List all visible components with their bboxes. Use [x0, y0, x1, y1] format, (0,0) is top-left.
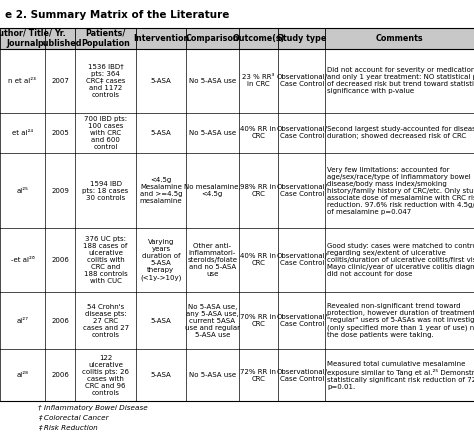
Text: 40% RR in
CRC: 40% RR in CRC: [240, 253, 276, 266]
Text: 54 Crohn's
disease pts:
27 CRC
cases and 27
controls: 54 Crohn's disease pts: 27 CRC cases and…: [82, 303, 128, 338]
Text: Study type: Study type: [277, 34, 327, 43]
Text: 700 IBD pts:
100 cases
with CRC
and 600
control: 700 IBD pts: 100 cases with CRC and 600 …: [84, 116, 127, 150]
Text: ‡ Risk Reduction: ‡ Risk Reduction: [38, 424, 98, 430]
Text: Outcome(s): Outcome(s): [232, 34, 284, 43]
Text: 1594 IBD
pts: 18 cases
30 controls: 1594 IBD pts: 18 cases 30 controls: [82, 181, 129, 201]
Text: No 5-ASA use: No 5-ASA use: [189, 372, 236, 378]
Text: 2009: 2009: [51, 187, 69, 194]
Text: 5-ASA: 5-ASA: [151, 372, 171, 378]
Text: No mesalamine,
<4.5g: No mesalamine, <4.5g: [184, 184, 241, 197]
Text: No 5-ASA use: No 5-ASA use: [189, 78, 236, 84]
Text: Second largest study-accounted for disease
duration; showed decreased risk of CR: Second largest study-accounted for disea…: [328, 126, 474, 139]
Text: No 5-ASA use: No 5-ASA use: [189, 130, 236, 136]
Text: 1536 IBD†
pts: 364
CRC‡ cases
and 1172
controls: 1536 IBD† pts: 364 CRC‡ cases and 1172 c…: [86, 64, 125, 98]
Text: Author/ Title/
Journal: Author/ Title/ Journal: [0, 29, 52, 48]
Text: Did not account for severity or medication do-
and only 1 year treatment: NO sta: Did not account for severity or medicati…: [328, 67, 474, 94]
Text: Revealed non-significant trend toward
protection, however duration of treatment : Revealed non-significant trend toward pr…: [328, 303, 474, 338]
Text: 2006: 2006: [51, 318, 69, 324]
Bar: [0, 49, 474, 112]
Text: Very few limitations: accounted for
age/sex/race/type of inflammatory bowel
dise: Very few limitations: accounted for age/…: [328, 167, 474, 214]
Text: Patients/
Population: Patients/ Population: [81, 29, 130, 48]
Text: Observational/
Case Control: Observational/ Case Control: [276, 74, 327, 87]
Text: 72% RR in
CRC: 72% RR in CRC: [240, 369, 276, 382]
Text: e 2. Summary Matrix of the Literature: e 2. Summary Matrix of the Literature: [5, 10, 229, 20]
Text: 98% RR in
CRC: 98% RR in CRC: [240, 184, 276, 197]
Bar: [0, 112, 474, 153]
Text: 40% RR in
CRC: 40% RR in CRC: [240, 126, 276, 139]
Text: <4.5g
Mesalamine
and >=4.5g
mesalamine: <4.5g Mesalamine and >=4.5g mesalamine: [139, 177, 182, 204]
Text: Good study: cases were matched to controls r-
regarding sex/extent of ulcerative: Good study: cases were matched to contro…: [328, 243, 474, 277]
Text: 2006: 2006: [51, 257, 69, 263]
Text: No 5-ASA use,
any 5-ASA use,
current 5ASA
use and regular
5-ASA use: No 5-ASA use, any 5-ASA use, current 5AS…: [185, 303, 240, 338]
Text: Observational/
Case Control: Observational/ Case Control: [276, 184, 327, 197]
Text: al²⁷: al²⁷: [17, 318, 28, 324]
Text: 70% RR in
CRC: 70% RR in CRC: [240, 314, 276, 327]
Bar: [0, 292, 474, 349]
Text: Intervention: Intervention: [133, 34, 189, 43]
Text: al²⁵: al²⁵: [17, 187, 28, 194]
Text: 376 UC pts:
188 cases of
ulcerative
colitis with
CRC and
188 controls
with CUC: 376 UC pts: 188 cases of ulcerative coli…: [83, 236, 128, 284]
Text: 5-ASA: 5-ASA: [151, 78, 171, 84]
Text: ‡ Colorectal Cancer: ‡ Colorectal Cancer: [38, 414, 109, 421]
Text: Yr.
published: Yr. published: [38, 29, 82, 48]
Bar: [0, 228, 474, 292]
Text: 2006: 2006: [51, 372, 69, 378]
Text: Varying
years
duration of
5-ASA
therapy
(<1y->10y): Varying years duration of 5-ASA therapy …: [140, 239, 182, 281]
Text: 2007: 2007: [51, 78, 69, 84]
Text: 122
ulcerative
colitis pts: 26
cases with
CRC and 96
controls: 122 ulcerative colitis pts: 26 cases wit…: [82, 355, 129, 396]
Bar: [0, 349, 474, 401]
Text: Comments: Comments: [376, 34, 424, 43]
Text: -et al²⁶: -et al²⁶: [10, 257, 34, 263]
Text: Observational/
Case Control: Observational/ Case Control: [276, 253, 327, 266]
Text: 5-ASA: 5-ASA: [151, 318, 171, 324]
Text: 2005: 2005: [51, 130, 69, 136]
Text: Observational/
Case Control: Observational/ Case Control: [276, 126, 327, 139]
Text: † Inflammatory Bowel Disease: † Inflammatory Bowel Disease: [38, 405, 148, 411]
Text: al²⁸: al²⁸: [17, 372, 28, 378]
Bar: [0, 28, 474, 49]
Text: 5-ASA: 5-ASA: [151, 130, 171, 136]
Text: Other anti-
inflammatori-
steroids/folate
and no 5-ASA
use: Other anti- inflammatori- steroids/folat…: [187, 243, 237, 277]
Text: 23 % RR³
in CRC: 23 % RR³ in CRC: [242, 74, 274, 87]
Text: Measured total cumulative mesalamine
exposure similar to Tang et al.²⁵ Demonstra: Measured total cumulative mesalamine exp…: [328, 362, 474, 390]
Text: n et al²³: n et al²³: [9, 78, 36, 84]
Text: Comparison: Comparison: [185, 34, 239, 43]
Text: Observational/
Case Control: Observational/ Case Control: [276, 314, 327, 327]
Bar: [0, 153, 474, 228]
Text: Observational/
Case Control: Observational/ Case Control: [276, 369, 327, 382]
Text: et al²⁴: et al²⁴: [12, 130, 33, 136]
